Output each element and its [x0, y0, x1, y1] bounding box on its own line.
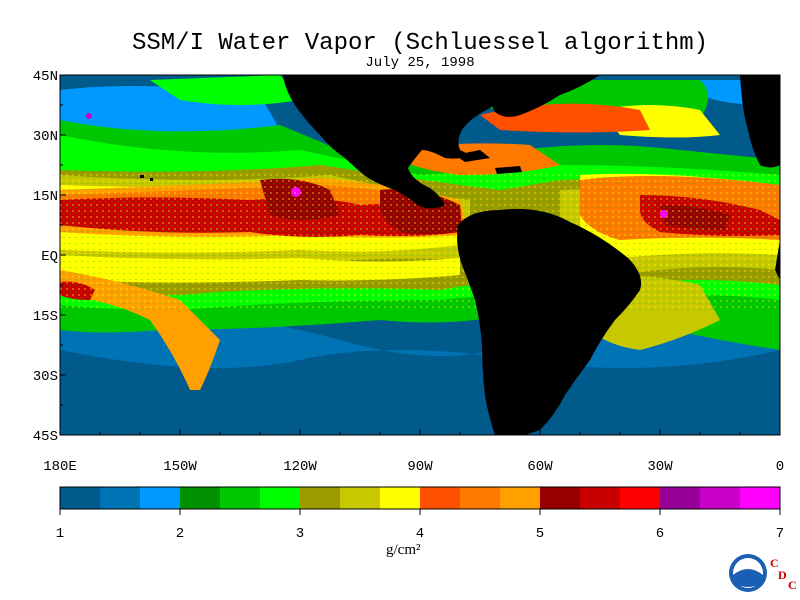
colorbar-label: 7 — [776, 526, 784, 542]
lat-label: 15N — [33, 189, 58, 205]
noaa-logo-text: NOAA — [741, 560, 756, 566]
lon-label: 120W — [283, 459, 317, 475]
colorbar-swatch — [180, 487, 221, 509]
map-subtitle: July 25, 1998 — [365, 55, 475, 71]
colorbar-label: 4 — [416, 526, 424, 542]
colorbar-label: 3 — [296, 526, 304, 542]
cdc-letter-2: D — [778, 568, 787, 582]
cdc-letter-3: C — [788, 578, 797, 592]
colorbar-swatch — [380, 487, 421, 509]
colorbar-label: 1 — [56, 526, 64, 542]
colorbar-swatch — [340, 487, 381, 509]
lon-label: 60W — [527, 459, 553, 475]
colorbar-label: 2 — [176, 526, 184, 542]
lon-label: 90W — [407, 459, 433, 475]
colorbar-swatch — [260, 487, 301, 509]
lon-label: 150W — [163, 459, 197, 475]
colorbar-swatch — [300, 487, 341, 509]
colorbar-swatch — [580, 487, 621, 509]
longitude-axis: 180E 150W 120W 90W 60W 30W 0 — [43, 429, 784, 475]
colorbar: 1 2 3 4 5 6 7 — [56, 486, 784, 542]
latitude-axis: 45N 30N 15N EQ 15S 30S 45S — [33, 69, 66, 445]
lat-label: 45N — [33, 69, 58, 85]
colorbar-swatch — [60, 487, 101, 509]
colorbar-swatch — [620, 487, 661, 509]
colorbar-swatch — [140, 487, 181, 509]
colorbar-swatch — [460, 487, 501, 509]
colorbar-swatch — [660, 487, 701, 509]
lat-label: 45S — [33, 429, 58, 445]
colorbar-label: 6 — [656, 526, 664, 542]
colorbar-swatch — [100, 487, 141, 509]
colorbar-swatch — [420, 487, 461, 509]
land-masses — [140, 75, 780, 435]
colorbar-swatch — [220, 487, 261, 509]
lon-label: 180E — [43, 459, 77, 475]
colorbar-units: g/cm² — [386, 542, 421, 558]
colorbar-swatch — [740, 487, 781, 509]
colorbar-swatch — [500, 487, 541, 509]
colorbar-swatch — [540, 487, 581, 509]
noaa-logo-icon: NOAA — [729, 554, 767, 592]
lat-label: 15S — [33, 309, 58, 325]
lon-label: 0 — [776, 459, 784, 475]
lat-label: 30S — [33, 369, 58, 385]
map-title: SSM/I Water Vapor (Schluessel algorithm) — [131, 30, 709, 57]
lon-label: 30W — [647, 459, 673, 475]
noaa-logo: NOAA — [728, 553, 768, 598]
colorbar-label: 5 — [536, 526, 544, 542]
cdc-letter-1: C — [770, 556, 779, 570]
lat-label: 30N — [33, 129, 58, 145]
colorbar-swatch — [700, 487, 741, 509]
lat-label: EQ — [41, 249, 58, 265]
